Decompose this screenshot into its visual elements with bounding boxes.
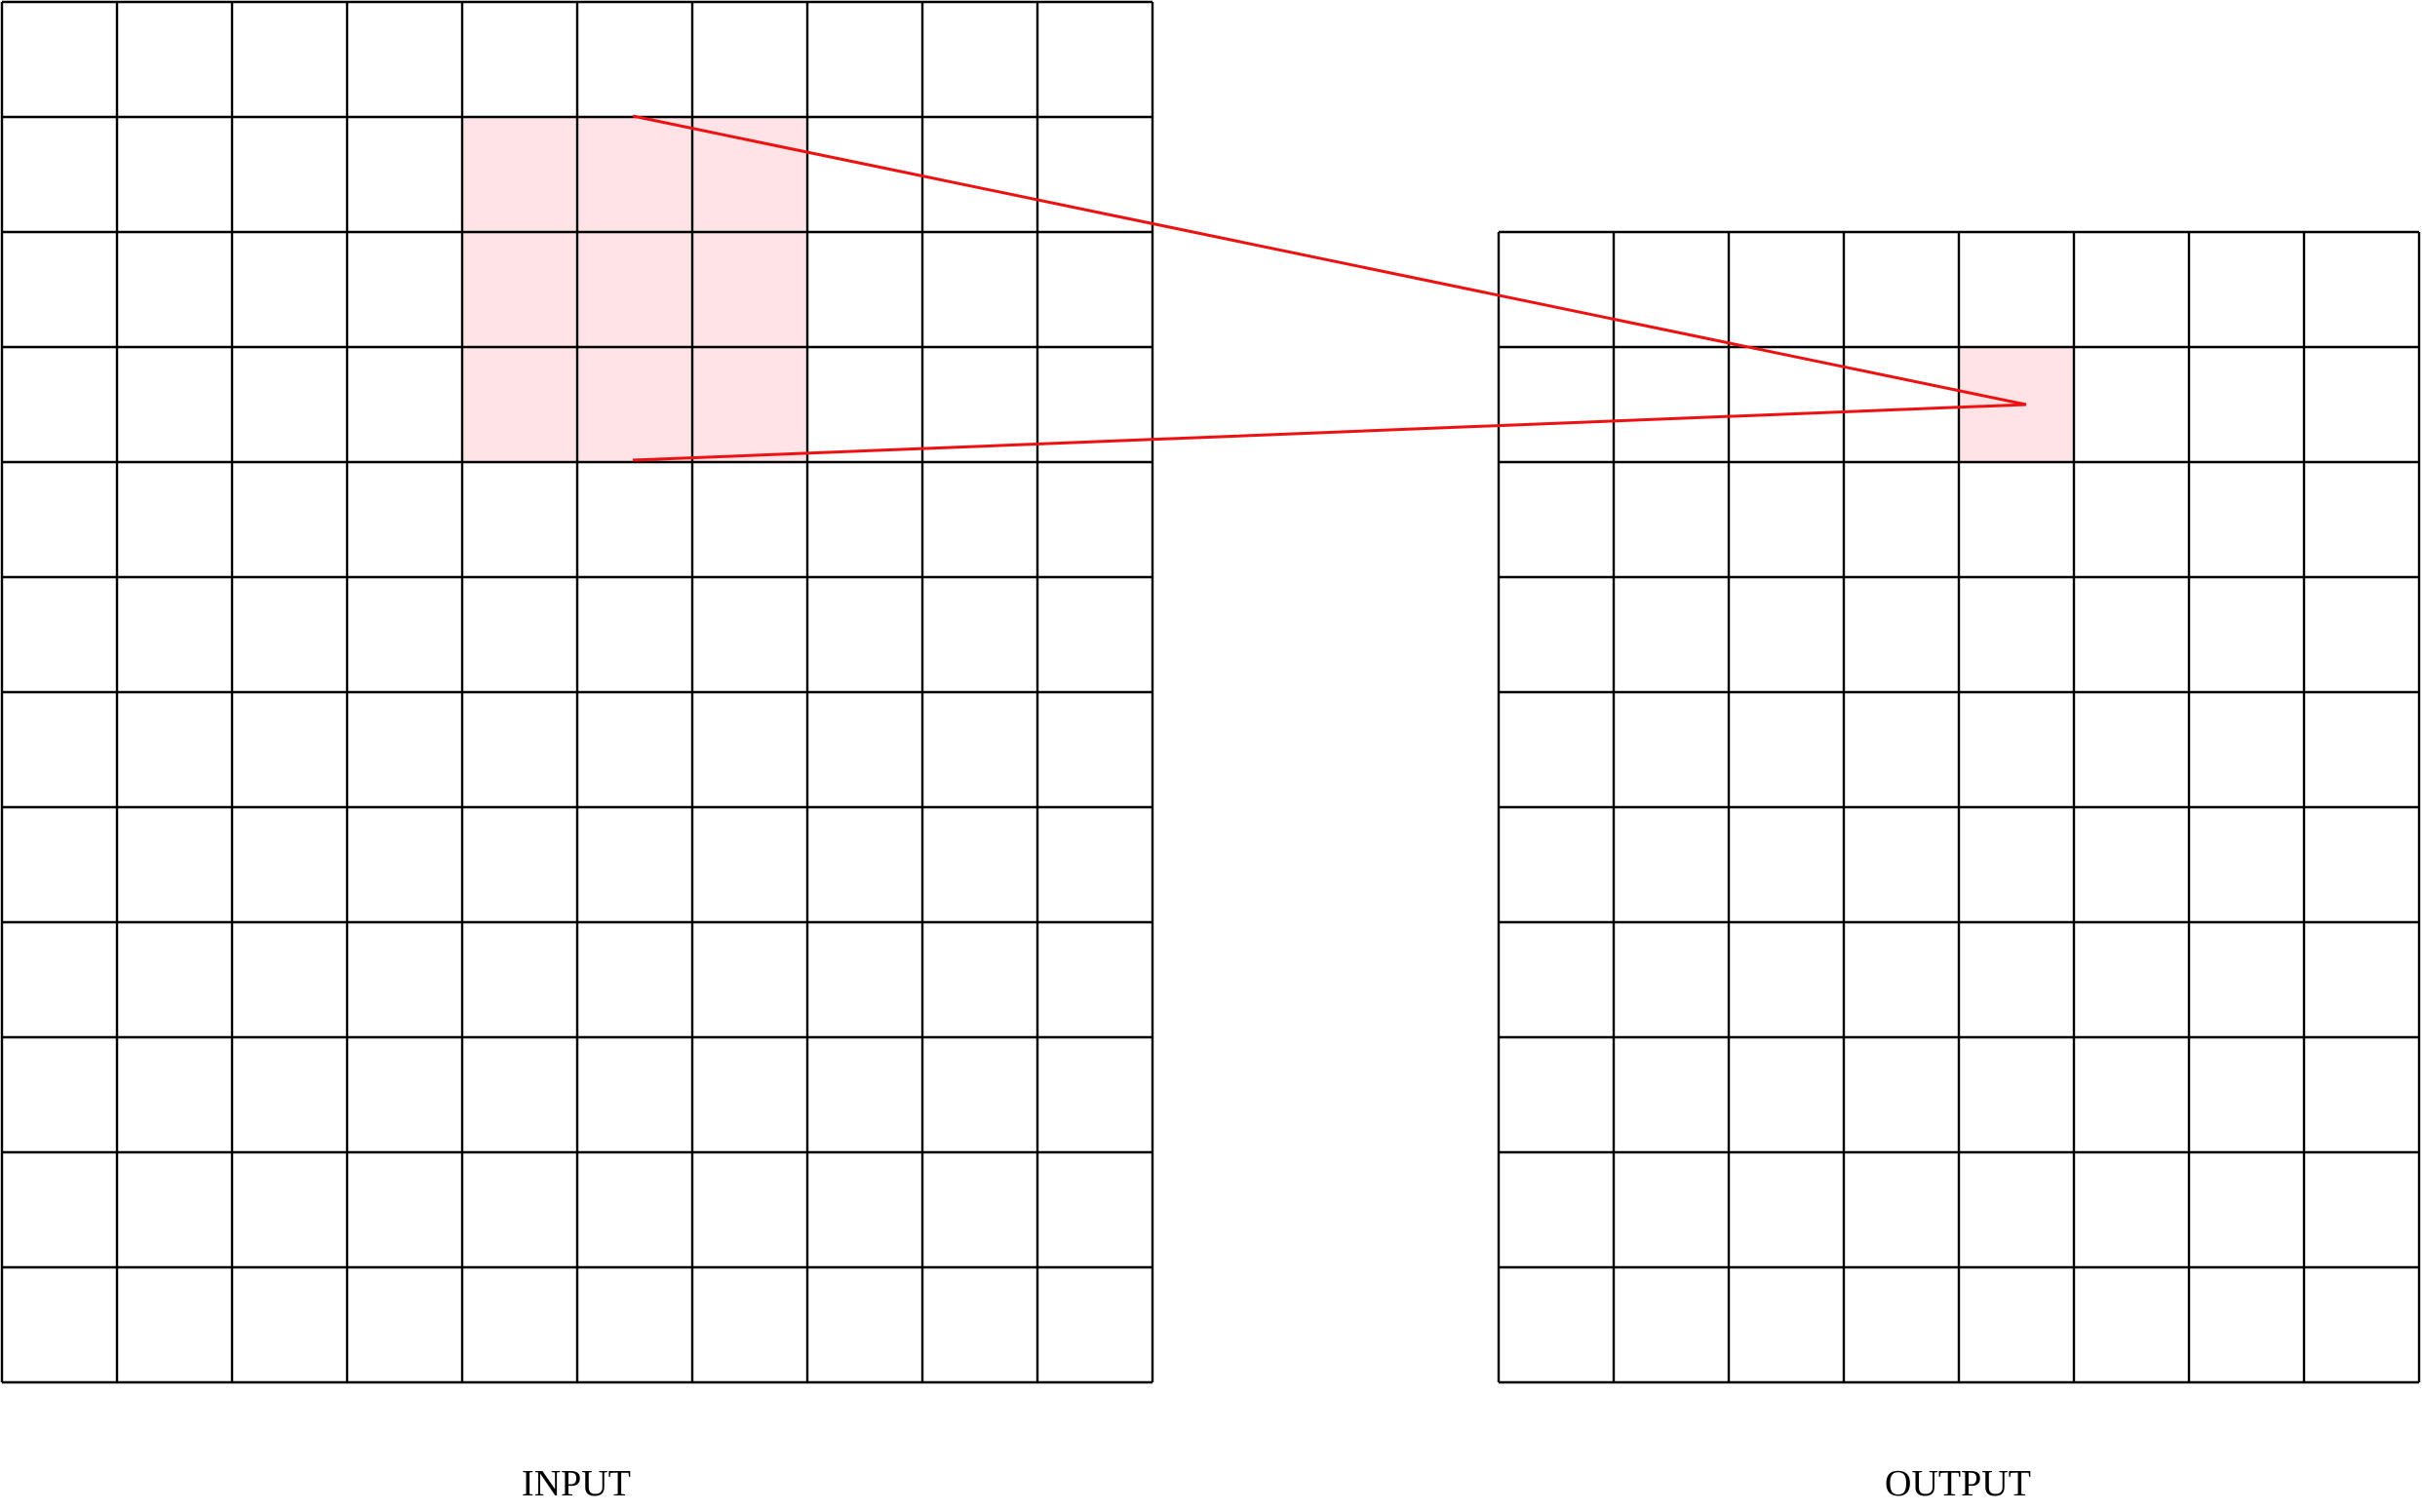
input-label: INPUT	[522, 1463, 631, 1504]
projection-lines	[632, 114, 2027, 462]
input-grid	[0, 0, 1154, 1384]
output-label: OUTPUT	[1885, 1463, 2031, 1504]
output-grid	[1497, 230, 2421, 1384]
receptive-field	[461, 117, 806, 461]
